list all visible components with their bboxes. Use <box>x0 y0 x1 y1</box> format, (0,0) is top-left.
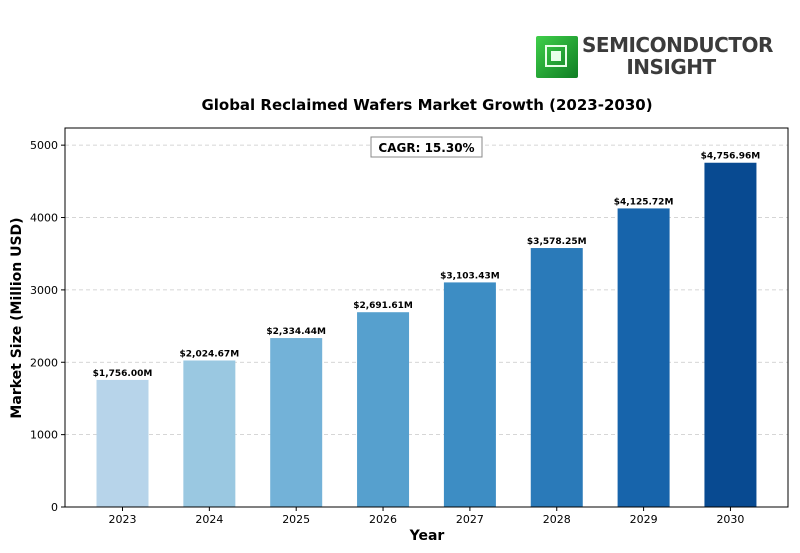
cagr-annotation: CAGR: 15.30% <box>370 136 483 158</box>
data-label-2028: $3,578.25M <box>527 237 587 247</box>
bar-2028 <box>530 248 583 507</box>
data-label-2024: $2,024.67M <box>180 349 240 359</box>
logo-line2: INSIGHT <box>626 55 716 79</box>
data-label-2026: $2,691.61M <box>353 301 413 311</box>
x-tick-label: 2028 <box>543 513 571 526</box>
x-tick-label: 2027 <box>456 513 484 526</box>
y-tick-label: 3000 <box>30 284 58 297</box>
cagr-text: CAGR: 15.30% <box>378 141 474 155</box>
x-axis-label: Year <box>409 528 445 544</box>
logo-line1: SEMICONDUCTOR <box>582 33 773 57</box>
chart-title: Global Reclaimed Wafers Market Growth (2… <box>201 96 652 114</box>
semiconductor-insight-logo: SEMICONDUCTOR INSIGHT <box>536 34 776 80</box>
y-tick-label: 4000 <box>30 212 58 225</box>
y-axis-label: Market Size (Million USD) <box>9 217 25 418</box>
bar-2030 <box>704 162 757 507</box>
bar-2023 <box>96 379 149 507</box>
bar-2029 <box>617 208 670 507</box>
x-tick-label: 2030 <box>716 513 744 526</box>
data-label-2027: $3,103.43M <box>440 271 500 281</box>
chip-icon <box>536 36 578 78</box>
y-tick-label: 0 <box>51 501 58 514</box>
bar-2026 <box>357 312 410 507</box>
y-tick-label: 1000 <box>30 429 58 442</box>
y-tick-label: 2000 <box>30 356 58 369</box>
data-label-2029: $4,125.72M <box>614 197 674 207</box>
x-tick-label: 2025 <box>282 513 310 526</box>
bar-2025 <box>270 338 323 507</box>
data-label-2030: $4,756.96M <box>701 152 761 162</box>
data-label-2025: $2,334.44M <box>266 327 326 337</box>
x-tick-label: 2024 <box>195 513 223 526</box>
x-tick-label: 2029 <box>630 513 658 526</box>
logo-text: SEMICONDUCTOR INSIGHT <box>582 34 773 78</box>
bar-2024 <box>183 360 236 507</box>
y-tick-label: 5000 <box>30 139 58 152</box>
plot-frame <box>64 127 789 508</box>
x-tick-label: 2023 <box>109 513 137 526</box>
x-tick-label: 2026 <box>369 513 397 526</box>
data-label-2023: $1,756.00M <box>93 369 153 379</box>
cagr-box <box>370 136 483 158</box>
bar-2027 <box>443 282 496 507</box>
